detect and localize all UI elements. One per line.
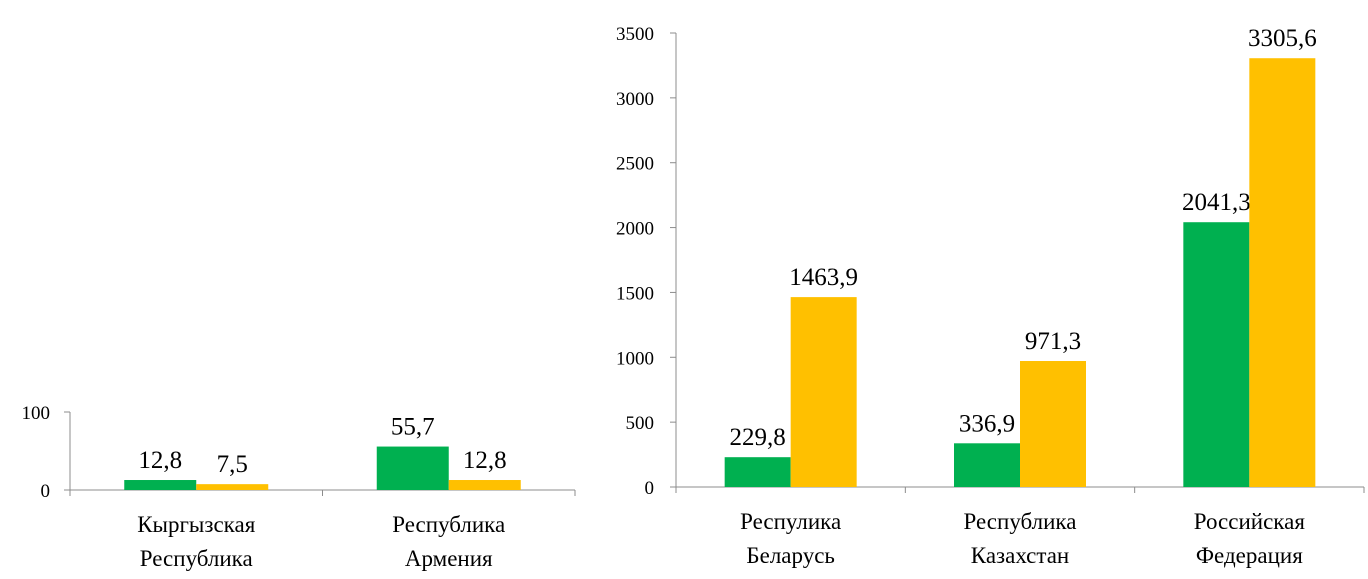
- data-label: 229,8: [730, 424, 786, 451]
- data-label: 55,7: [391, 414, 435, 441]
- data-label: 336,9: [959, 410, 1015, 437]
- y-tick-label: 100: [22, 403, 51, 424]
- data-label: 3305,6: [1248, 25, 1317, 52]
- y-tick-label: 500: [626, 413, 655, 434]
- data-label: 7,5: [217, 451, 248, 478]
- y-tick-label: 1000: [616, 348, 654, 369]
- y-tick-label: 2000: [616, 219, 654, 240]
- bar: [1020, 361, 1086, 487]
- bar: [376, 446, 449, 490]
- x-tick-label: Кыргызская: [137, 512, 256, 537]
- data-label: 971,3: [1025, 328, 1081, 355]
- y-tick-label: 3500: [616, 24, 654, 45]
- bar: [196, 484, 269, 490]
- bar: [1183, 222, 1250, 487]
- x-tick-label: Республика: [392, 512, 505, 537]
- x-tick-label: Казахстан: [971, 543, 1069, 568]
- y-tick-label: 1500: [616, 283, 654, 304]
- x-tick-label: Республика: [964, 509, 1077, 534]
- x-tick-label: Респулика: [740, 509, 841, 534]
- bar: [724, 457, 791, 487]
- y-tick-label: 2500: [616, 154, 654, 175]
- data-label: 1463,9: [789, 264, 858, 291]
- y-tick-label: 3000: [616, 89, 654, 110]
- data-label: 12,8: [463, 447, 507, 474]
- x-tick-label: Республика: [140, 546, 253, 571]
- y-tick-label: 0: [645, 478, 655, 499]
- x-tick-label: Беларусь: [746, 543, 835, 568]
- x-tick-label: Федерация: [1196, 543, 1303, 568]
- data-label: 2041,3: [1182, 189, 1251, 216]
- y-tick-label: 0: [41, 481, 51, 502]
- bar: [448, 480, 521, 490]
- x-tick-label: Российская: [1194, 509, 1306, 534]
- bar: [790, 297, 857, 487]
- x-tick-label: Армения: [405, 546, 493, 571]
- bar: [1249, 58, 1316, 487]
- bar: [124, 480, 197, 490]
- bar: [954, 443, 1020, 487]
- data-label: 12,8: [138, 447, 182, 474]
